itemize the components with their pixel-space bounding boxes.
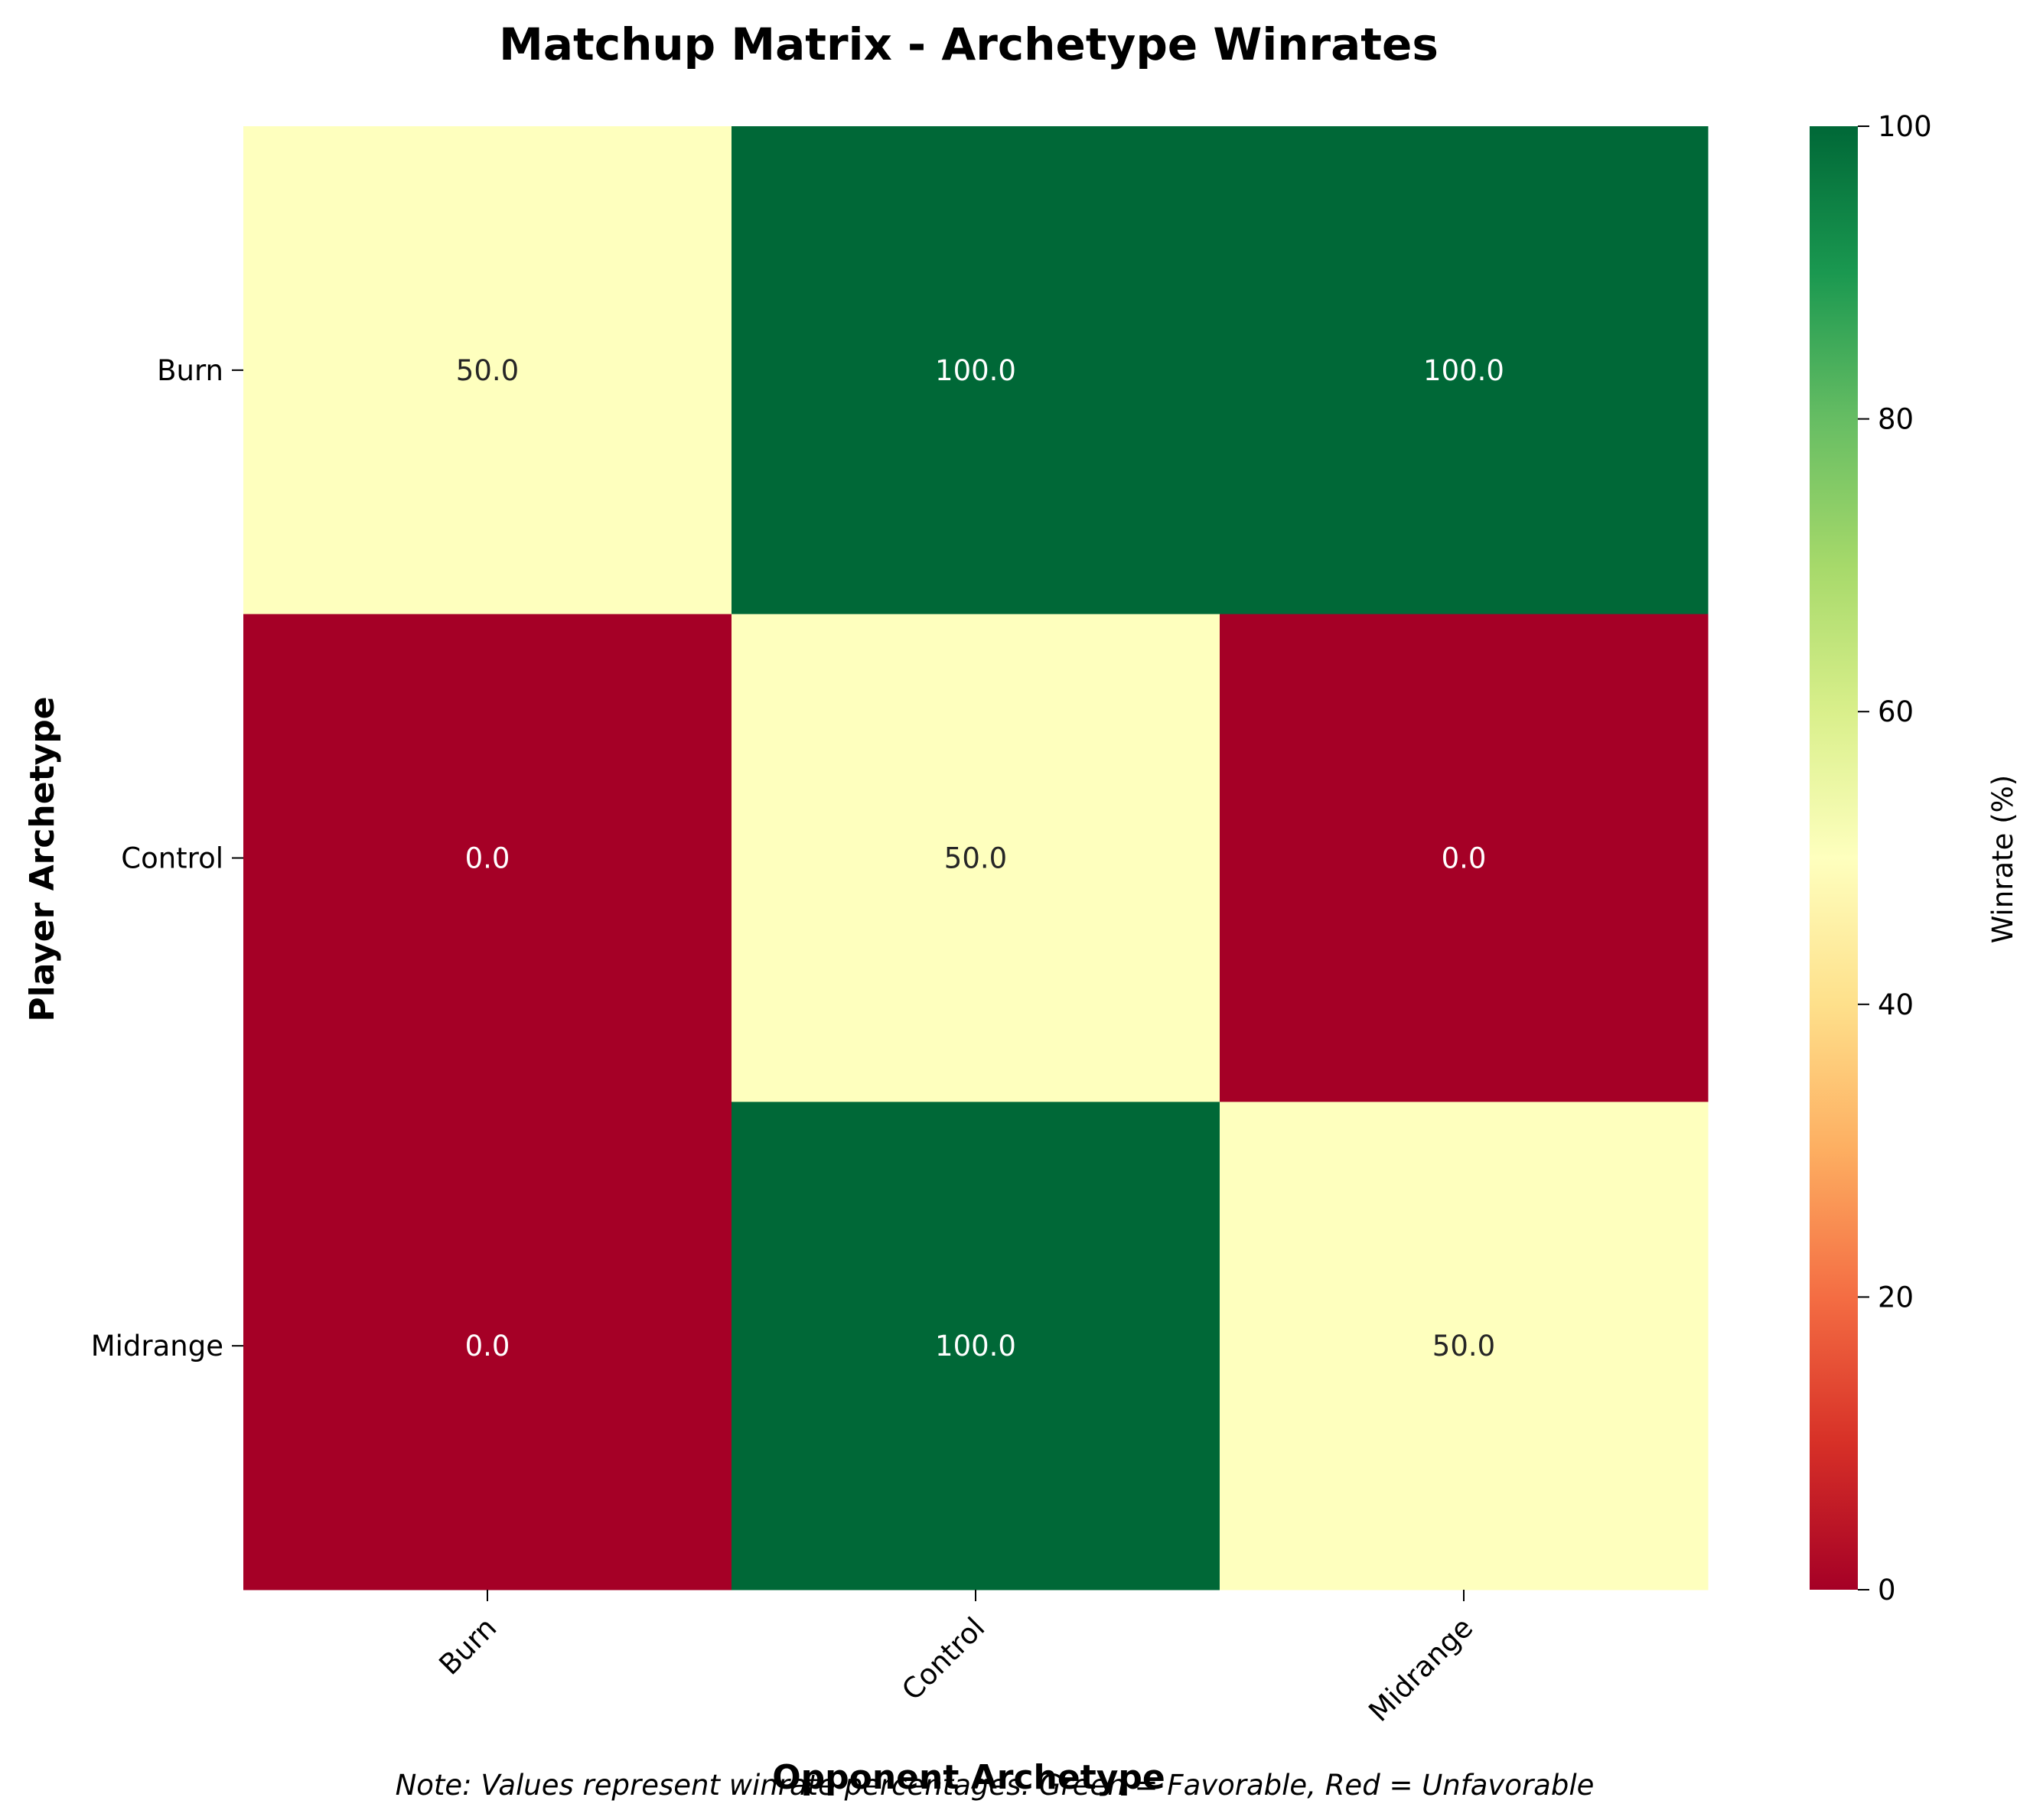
x-tick-label: Midrange: [1362, 1611, 1479, 1728]
x-axis-ticks: Burn Control Midrange: [433, 1590, 1479, 1728]
colorbar: [1810, 126, 1858, 1590]
colorbar-ticks: 0 20 40 60 80 100: [1858, 110, 1932, 1607]
y-tick-label: Burn: [157, 354, 223, 387]
cell-value-label: 50.0: [456, 354, 519, 387]
chart-title: Matchup Matrix - Archetype Winrates: [499, 18, 1439, 70]
heatmap-cell: [732, 614, 1220, 1102]
y-axis-label: Player Archetype: [23, 696, 62, 1021]
heatmap-cell: [243, 126, 732, 615]
x-tick-label: Burn: [433, 1611, 503, 1682]
colorbar-tick-label: 80: [1878, 403, 1914, 436]
x-tick-label: Control: [895, 1611, 991, 1707]
cell-value-label: 100.0: [935, 1330, 1016, 1363]
x-axis-label: Opponent Archetype: [772, 1758, 1165, 1797]
cell-value-label: 0.0: [1442, 842, 1487, 875]
cell-value-label: 50.0: [1432, 1330, 1495, 1363]
heatmap-cells: 50.0 100.0 100.0 0.0 50.0 0.0 0.0 100.0 50.0: [243, 126, 1709, 1590]
colorbar-tick-label: 20: [1878, 1281, 1914, 1314]
colorbar-tick-label: 100: [1878, 110, 1932, 143]
y-tick-label: Midrange: [91, 1330, 223, 1363]
heatmap-cell: [1220, 1102, 1709, 1590]
heatmap-cell: [1220, 126, 1709, 615]
heatmap-cell: [732, 1102, 1220, 1590]
colorbar-label: Winrate (%): [1986, 775, 2019, 943]
colorbar-tick-label: 0: [1878, 1574, 1896, 1607]
colorbar-tick-label: 40: [1878, 988, 1914, 1021]
heatmap-cell: [243, 614, 732, 1102]
heatmap-cell: [732, 126, 1220, 615]
cell-value-label: 50.0: [944, 842, 1007, 875]
colorbar-tick-label: 60: [1878, 695, 1914, 728]
y-tick-label: Control: [121, 842, 223, 875]
heatmap-cell: [1220, 614, 1709, 1102]
cell-value-label: 0.0: [465, 842, 510, 875]
cell-value-label: 100.0: [935, 354, 1016, 387]
cell-value-label: 100.0: [1423, 354, 1504, 387]
y-axis-ticks: Burn Control Midrange: [91, 354, 243, 1363]
cell-value-label: 0.0: [465, 1330, 510, 1363]
footnote: Note: Values represent winrate percentag…: [396, 1769, 1595, 1802]
heatmap-cell: [243, 1102, 732, 1590]
